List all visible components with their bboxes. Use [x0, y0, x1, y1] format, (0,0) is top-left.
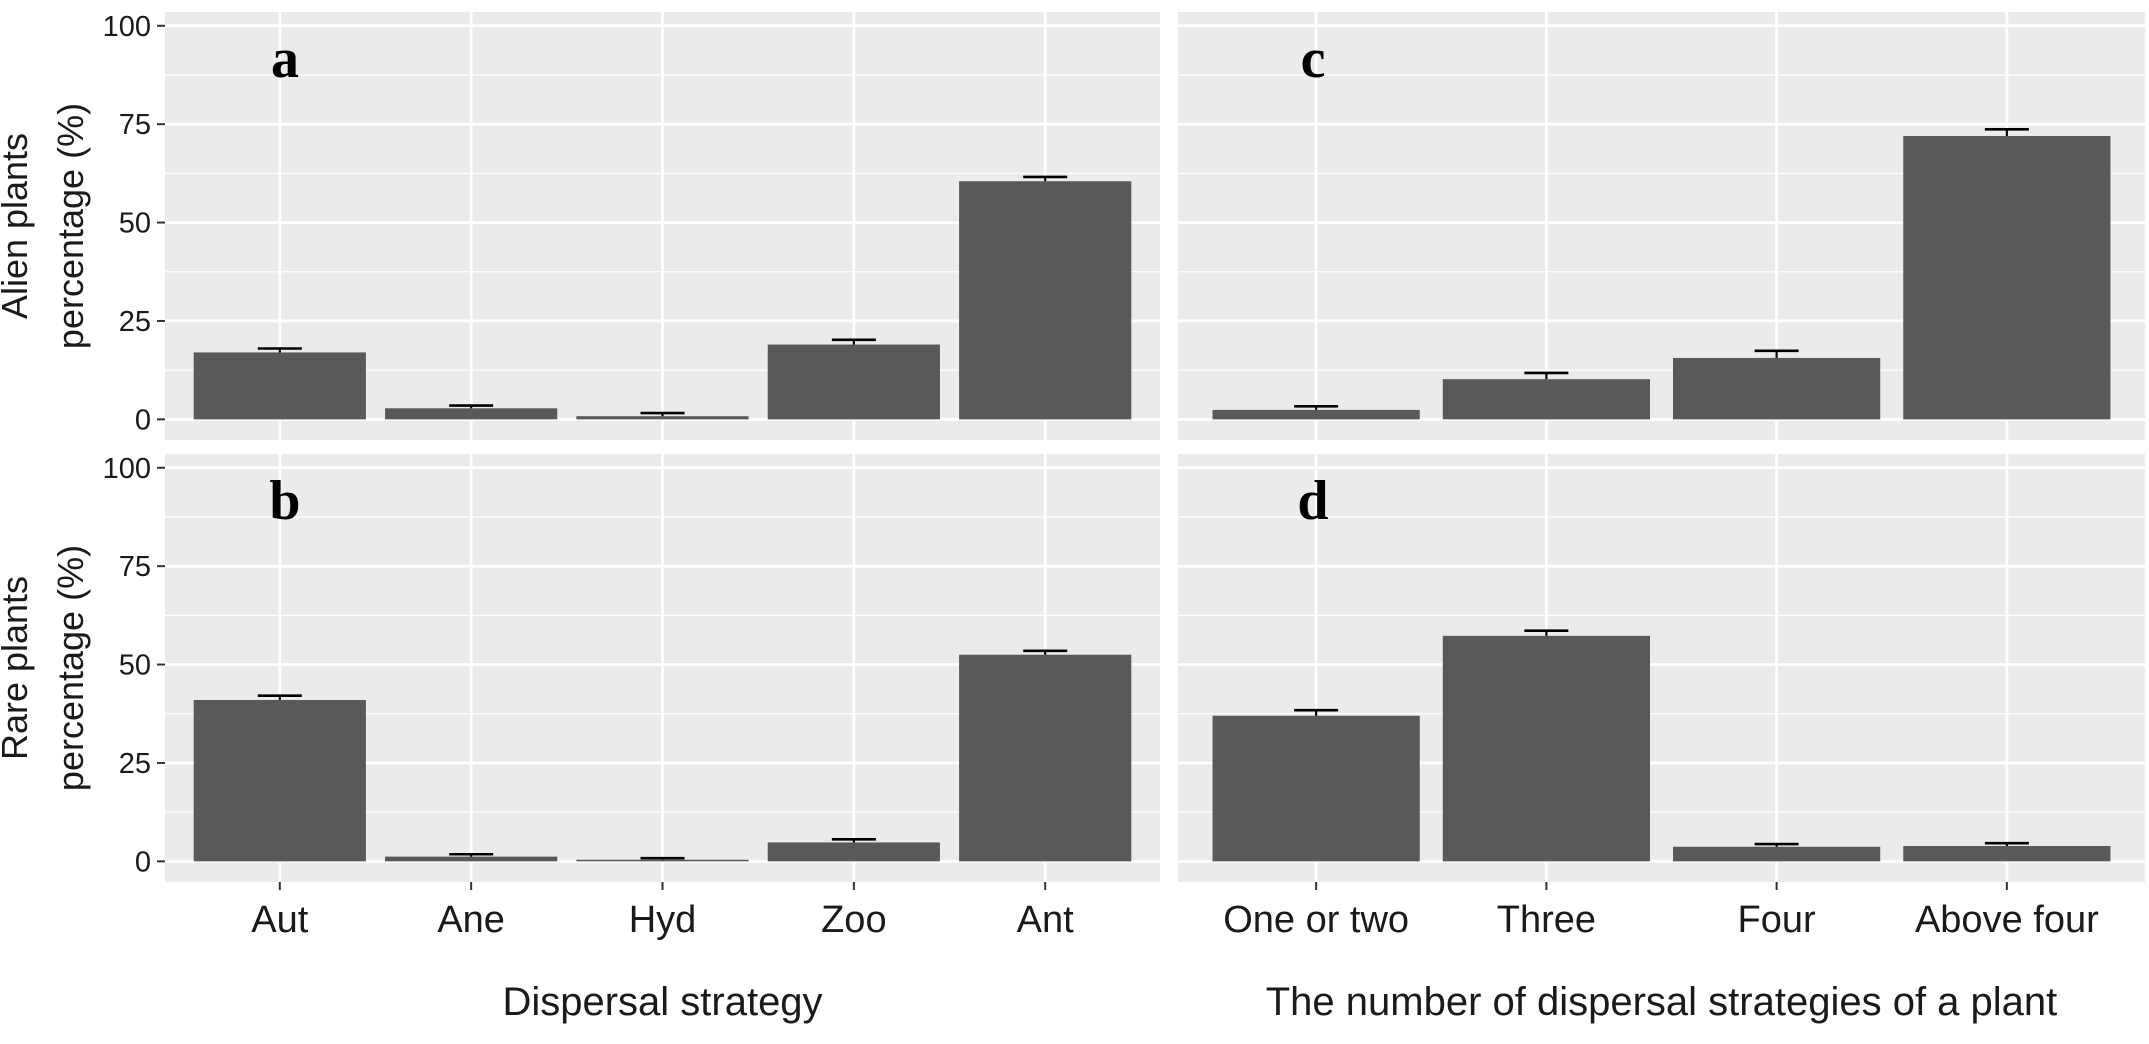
panel-label: b [269, 470, 300, 532]
bar-four [1673, 846, 1881, 862]
x-axis-title: Dispersal strategy [502, 980, 822, 1024]
bar-above-four [1903, 135, 2111, 420]
bar-zoo [767, 842, 940, 862]
x-tick-label: Ant [1017, 899, 1074, 941]
x-tick-label: Zoo [821, 899, 886, 941]
bar-ant [959, 654, 1132, 862]
panel-b: b 0 25 50 75 100 Rare plants percentage (%) Aut A… [0, 453, 1160, 1024]
bar-one-or-two [1212, 715, 1420, 862]
bar-hyd [576, 859, 749, 862]
y-axis-title: Rare plants [0, 576, 35, 760]
y-tick-label: 0 [135, 846, 151, 878]
x-tick-label: One or two [1223, 899, 1409, 941]
x-tick-label: Ane [437, 899, 505, 941]
x-tick-label: Four [1738, 899, 1816, 941]
panel-c: c [1178, 12, 2145, 440]
bar-ane [385, 856, 558, 862]
x-tick-label: Hyd [629, 899, 697, 941]
x-axis-title: The number of dispersal strategies of a … [1266, 980, 2058, 1024]
bar-three [1442, 379, 1650, 420]
bar-three [1442, 635, 1650, 862]
y-tick-label: 25 [119, 748, 151, 780]
bar-above-four [1903, 845, 2111, 862]
y-tick-label: 25 [119, 306, 151, 338]
y-tick-label: 100 [103, 11, 151, 43]
panel-label: a [271, 28, 299, 90]
y-axis-title: Alien plants [0, 133, 35, 319]
y-axis-title: percentage (%) [50, 103, 91, 349]
y-tick-label: 50 [119, 650, 151, 682]
y-tick-label: 100 [103, 453, 151, 485]
bar-one-or-two [1212, 409, 1420, 420]
bar-zoo [767, 344, 940, 420]
panel-label: d [1297, 470, 1328, 532]
y-axis-title: percentage (%) [50, 545, 91, 791]
y-tick-label: 50 [119, 208, 151, 240]
bar-hyd [576, 416, 749, 420]
bar-four [1673, 357, 1881, 420]
panel-a: a 0 25 50 75 100 Alien plants percentage (%) [0, 11, 1160, 440]
x-tick-label: Aut [251, 899, 308, 941]
y-tick-label: 0 [135, 404, 151, 436]
bar-aut [193, 352, 366, 420]
x-tick-label: Above four [1915, 899, 2099, 941]
bar-ant [959, 181, 1132, 420]
panel-d: d One or two Three Four Above four The number… [1178, 454, 2145, 1024]
y-tick-label: 75 [119, 109, 151, 141]
bar-ane [385, 408, 558, 420]
bar-aut [193, 699, 366, 862]
x-tick-label: Three [1497, 899, 1596, 941]
y-tick-label: 75 [119, 551, 151, 583]
panel-label: c [1301, 28, 1326, 90]
